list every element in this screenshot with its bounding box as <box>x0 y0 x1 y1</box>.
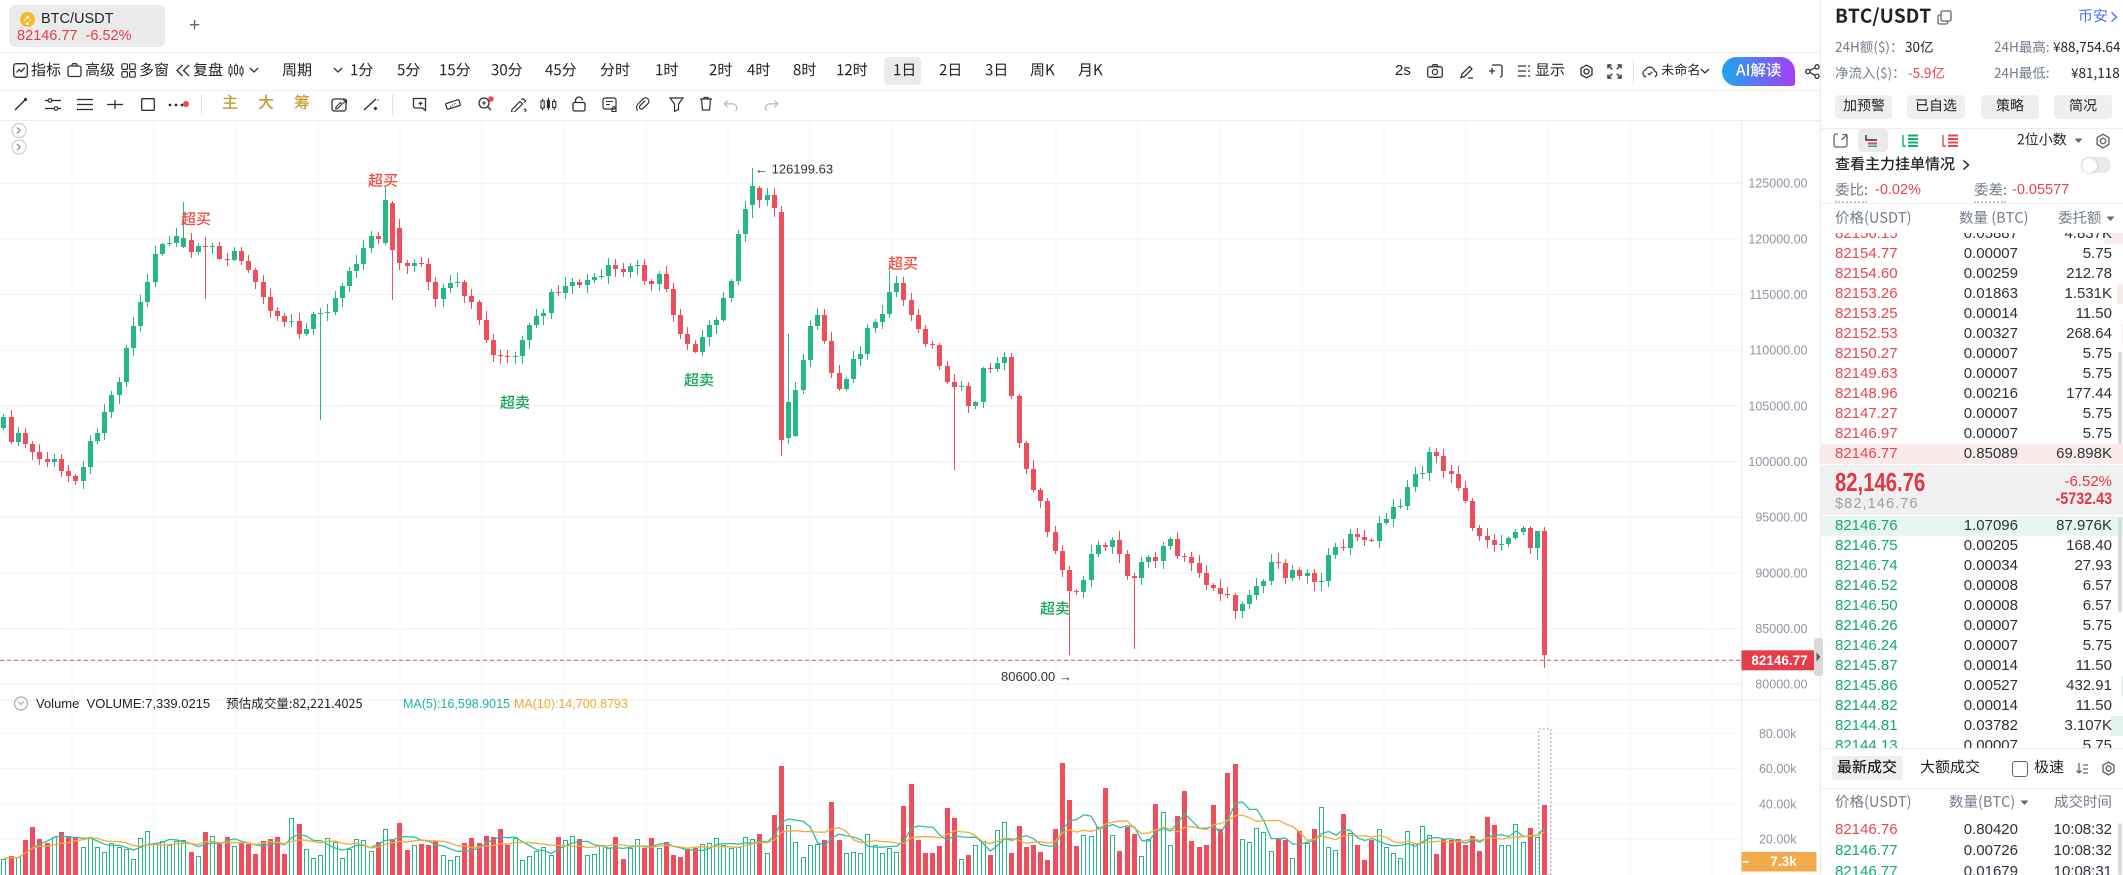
svg-text:80.00k: 80.00k <box>1759 727 1797 741</box>
svg-text:80600.00 →: 80600.00 → <box>1001 669 1072 684</box>
svg-text:80000.00: 80000.00 <box>1755 678 1807 692</box>
svg-text:60.00k: 60.00k <box>1759 762 1797 776</box>
svg-text:100000.00: 100000.00 <box>1748 455 1807 469</box>
svg-text:← 126199.63: ← 126199.63 <box>755 162 833 177</box>
svg-text:7.3k: 7.3k <box>1770 854 1797 869</box>
svg-text:120000.00: 120000.00 <box>1748 232 1807 246</box>
svg-text:Volume VOLUME:7,339.0215: Volume VOLUME:7,339.0215 <box>36 696 210 711</box>
svg-text:125000.00: 125000.00 <box>1748 177 1807 191</box>
svg-text:20.00k: 20.00k <box>1759 833 1797 847</box>
svg-text:90000.00: 90000.00 <box>1755 566 1807 580</box>
svg-text:95000.00: 95000.00 <box>1755 511 1807 525</box>
svg-text:40.00k: 40.00k <box>1759 797 1797 811</box>
svg-text:115000.00: 115000.00 <box>1749 288 1807 302</box>
svg-text:82146.77: 82146.77 <box>1751 653 1807 668</box>
svg-text:MA(5):16,598.9015: MA(5):16,598.9015 <box>403 697 510 711</box>
svg-text:MA(10):14,700.8793: MA(10):14,700.8793 <box>514 697 628 711</box>
svg-text:110000.00: 110000.00 <box>1749 344 1807 358</box>
svg-text:105000.00: 105000.00 <box>1748 399 1807 413</box>
svg-text:85000.00: 85000.00 <box>1755 622 1807 636</box>
